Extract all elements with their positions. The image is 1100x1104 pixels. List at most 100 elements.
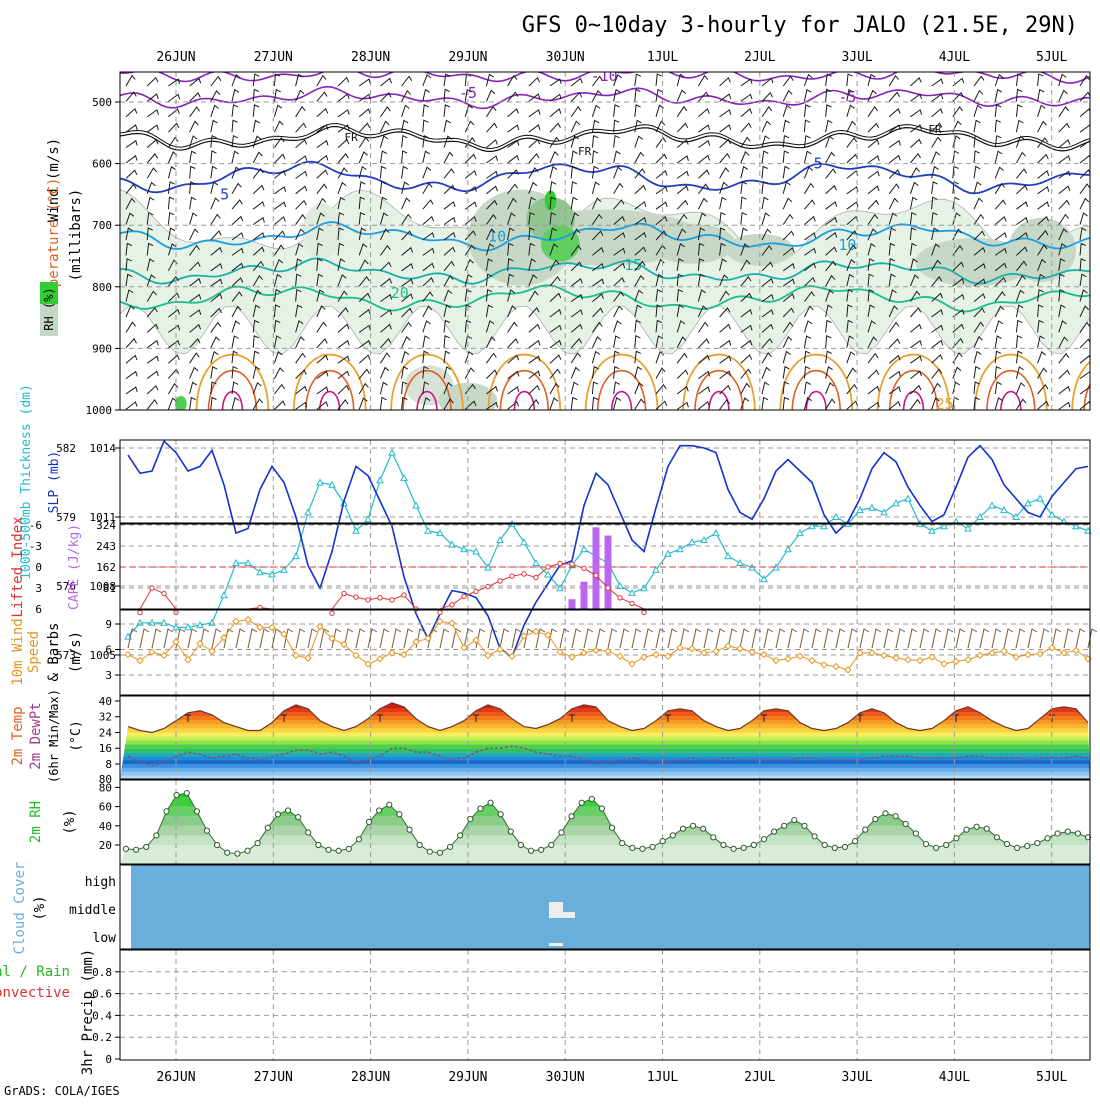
- wind-barb: [1016, 383, 1024, 394]
- wind-speed-point: [881, 652, 887, 658]
- wind-barb: [232, 398, 239, 410]
- rh-point: [174, 792, 179, 797]
- rh-point: [134, 847, 139, 852]
- wind-barb: [529, 78, 540, 86]
- cape-tick-label: 162: [96, 561, 116, 574]
- wind-barb: [380, 167, 386, 179]
- li-point: [498, 579, 502, 583]
- wind-barb-10m: [656, 629, 665, 648]
- wind-barb: [1059, 354, 1069, 364]
- wind-barb: [783, 167, 789, 179]
- thickness-point: [293, 553, 299, 559]
- wind-barb: [190, 382, 197, 394]
- wind-barb: [974, 167, 980, 179]
- wind-barb: [168, 109, 179, 117]
- wind-speed-point: [905, 657, 911, 663]
- wind-barb: [826, 186, 837, 194]
- rh-band: [120, 797, 1090, 807]
- wind-speed-point: [797, 653, 803, 659]
- rh-point: [863, 827, 868, 832]
- wind-barb: [762, 151, 768, 163]
- wind-barb: [571, 107, 581, 117]
- wind-barb: [550, 398, 558, 409]
- rh-point: [123, 846, 128, 851]
- rh-point: [326, 847, 331, 852]
- wind-barb: [995, 167, 1003, 178]
- li-point: [390, 598, 394, 602]
- wind-barb: [1059, 74, 1066, 86]
- wind-speed-point: [917, 658, 923, 664]
- wind-barb-10m: [824, 629, 833, 648]
- wind-barb: [677, 123, 688, 132]
- wind-barb: [720, 78, 731, 86]
- cape-bar: [581, 582, 588, 609]
- wind-barb-10m: [1064, 629, 1073, 648]
- temp-band: [120, 752, 1090, 756]
- wind-barb: [826, 321, 832, 333]
- wind-barb: [147, 78, 158, 86]
- wind-barb: [677, 354, 687, 364]
- rh-point: [974, 824, 979, 829]
- wind-barb-10m: [644, 629, 653, 648]
- wind10m-axis-label: 10m Wind: [10, 618, 26, 685]
- wind-barb: [211, 105, 219, 116]
- wind-speed-point: [1025, 652, 1031, 658]
- wind-speed-point: [293, 652, 299, 658]
- wind-barb: [190, 107, 200, 117]
- rh-tick-label: 60: [99, 801, 112, 814]
- wind-barb: [423, 105, 429, 117]
- wind-barb: [677, 370, 688, 378]
- wind-barb: [910, 110, 921, 117]
- wind-barb: [380, 79, 391, 87]
- wind-barb-10m: [1052, 629, 1061, 648]
- wind-speed-point: [689, 646, 695, 652]
- wind-barb-10m: [392, 629, 401, 648]
- wind-barb: [783, 215, 793, 225]
- wind-barb-10m: [920, 629, 929, 648]
- wind-barb: [274, 385, 284, 394]
- thickness-point: [581, 546, 587, 552]
- rh-point: [984, 826, 989, 831]
- isotherm-35: [904, 392, 924, 410]
- wind-barb: [614, 336, 621, 348]
- wind-barb-10m: [584, 629, 593, 648]
- wind-barb: [486, 354, 496, 364]
- wind-barb: [1016, 89, 1022, 101]
- wind-barb: [592, 382, 598, 394]
- wind-barb-10m: [788, 629, 797, 648]
- cloud-level-label: middle: [69, 903, 116, 918]
- wind-barb: [444, 336, 450, 348]
- wind-barb: [889, 141, 900, 148]
- wind-barb: [635, 399, 645, 409]
- temp-band: [120, 729, 1090, 733]
- wind-barb: [741, 167, 748, 179]
- wind-barb: [974, 105, 982, 116]
- wind-barb: [147, 110, 158, 117]
- wind-barb: [868, 370, 879, 378]
- wind-barb: [1038, 202, 1049, 209]
- wind-barb: [444, 169, 454, 178]
- wind-barb: [762, 398, 768, 410]
- wind-barb-10m: [740, 629, 749, 648]
- wind-barb-10m: [608, 629, 617, 648]
- wind-barb: [211, 323, 221, 333]
- temp-plot: [120, 701, 1090, 780]
- wind-barb: [423, 151, 430, 163]
- wind-barb: [741, 152, 749, 163]
- rh-point: [741, 845, 746, 850]
- temp-band: [120, 709, 1090, 713]
- wind-barb: [1059, 91, 1068, 102]
- wind-barb: [910, 341, 921, 348]
- rh-point: [893, 814, 898, 819]
- wind-barb: [317, 156, 328, 163]
- wind-barb: [1016, 186, 1027, 194]
- wind-barb-10m: [692, 629, 701, 648]
- wind-barb: [762, 182, 768, 194]
- thickness-point: [377, 477, 383, 483]
- wind-barb: [232, 200, 242, 209]
- rh-point: [589, 796, 594, 801]
- wind-barb: [995, 105, 1001, 117]
- wind-barb: [889, 76, 899, 86]
